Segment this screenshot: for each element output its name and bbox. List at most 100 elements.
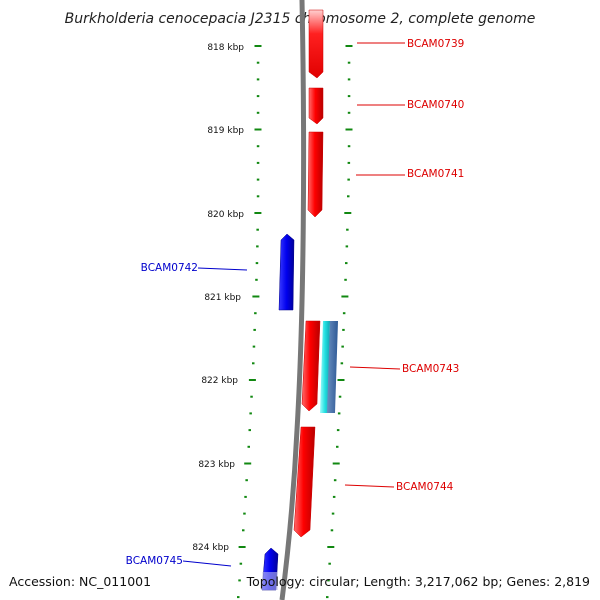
gene-label-bcam0744[interactable]: BCAM0744	[396, 481, 454, 493]
left-scale-major-tick	[254, 45, 262, 47]
scale-label-818: 818 kbp	[207, 43, 244, 53]
left-scale-major-tick	[254, 128, 262, 131]
right-scale-major-tick	[345, 128, 353, 131]
left-scale-major-tick	[252, 295, 260, 298]
left-scale-major-tick	[238, 546, 246, 548]
left-scale-major-tick	[248, 379, 256, 381]
left-scale-major-tick	[254, 212, 262, 214]
left-scale-minor-tick	[256, 95, 260, 98]
left-scale-minor-tick	[256, 195, 260, 198]
left-scale-minor-tick	[252, 345, 256, 348]
right-scale-major-tick	[341, 295, 349, 298]
right-scale-minor-tick	[331, 512, 335, 515]
right-scale-minor-tick	[341, 345, 344, 348]
right-scale-minor-tick	[347, 95, 351, 98]
left-scale-minor-tick	[256, 78, 260, 81]
gene-label-bcam0740[interactable]: BCAM0740	[407, 99, 464, 111]
leader-bcam0742	[197, 267, 248, 271]
right-scale-minor-tick	[338, 395, 342, 398]
left-scale-minor-tick	[256, 161, 260, 164]
left-scale-minor-tick	[237, 596, 240, 599]
scale-label-823: 823 kbp	[198, 460, 235, 470]
feature-steel[interactable]	[327, 321, 338, 413]
chromosome-backbone	[279, 0, 307, 600]
left-scale-minor-tick	[256, 178, 260, 181]
right-scale-minor-tick	[342, 328, 345, 331]
right-scale-minor-tick	[347, 161, 351, 164]
left-scale-minor-tick	[254, 312, 257, 315]
right-scale-major-tick	[344, 212, 352, 214]
scale-label-819: 819 kbp	[207, 126, 244, 136]
right-scale-major-tick	[332, 462, 340, 465]
leader-bcam0744	[344, 484, 395, 488]
scale-label-824: 824 kbp	[192, 543, 229, 553]
left-scale-major-tick	[244, 462, 252, 465]
left-scale-minor-tick	[256, 228, 259, 231]
accession-text: Accession: NC_011001	[9, 574, 151, 589]
gene-label-bcam0741[interactable]: BCAM0741	[407, 168, 464, 180]
right-scale-minor-tick	[345, 245, 349, 248]
left-scale-minor-tick	[245, 479, 248, 482]
left-scale-minor-tick	[249, 412, 252, 415]
right-scale-major-tick	[327, 546, 335, 548]
genome-summary-text: Topology: circular; Length: 3,217,062 bp…	[246, 574, 590, 589]
right-scale-minor-tick	[336, 445, 339, 448]
gene-bcam0744[interactable]	[293, 426, 316, 538]
left-scale-minor-tick	[255, 278, 258, 281]
right-scale-minor-tick	[347, 111, 351, 114]
right-scale-minor-tick	[347, 78, 351, 81]
gene-bcam0740[interactable]	[308, 87, 324, 125]
left-scale-minor-tick	[244, 495, 247, 498]
gene-label-bcam0745[interactable]: BCAM0745	[126, 555, 183, 567]
right-scale-minor-tick	[347, 195, 350, 198]
left-scale-minor-tick	[256, 61, 260, 64]
gene-label-bcam0743[interactable]: BCAM0743	[402, 363, 459, 375]
left-scale-minor-tick	[250, 395, 253, 398]
right-scale-minor-tick	[328, 562, 331, 565]
right-scale-minor-tick	[345, 262, 348, 265]
scale-label-822: 822 kbp	[201, 376, 238, 386]
scale-label-821: 821 kbp	[204, 293, 241, 303]
right-scale-minor-tick	[326, 596, 329, 599]
right-scale-minor-tick	[347, 61, 351, 64]
right-scale-minor-tick	[347, 178, 350, 181]
right-scale-minor-tick	[332, 495, 336, 498]
left-scale-minor-tick	[238, 579, 241, 582]
left-scale-minor-tick	[243, 512, 246, 515]
gene-bcam0743[interactable]	[301, 320, 321, 412]
right-scale-minor-tick	[340, 362, 344, 365]
right-scale-minor-tick	[336, 429, 340, 432]
scale-label-820: 820 kbp	[207, 210, 244, 220]
left-scale-minor-tick	[253, 328, 256, 331]
right-scale-minor-tick	[330, 529, 334, 532]
right-scale-minor-tick	[346, 228, 349, 231]
leader-bcam0745	[182, 560, 232, 567]
left-scale-minor-tick	[256, 245, 259, 248]
gene-bcam0742[interactable]	[278, 233, 295, 311]
left-scale-minor-tick	[256, 111, 260, 114]
gene-label-bcam0742[interactable]: BCAM0742	[141, 262, 198, 274]
right-scale-minor-tick	[327, 579, 330, 582]
left-scale-minor-tick	[239, 562, 243, 565]
right-scale-minor-tick	[347, 145, 351, 148]
gene-label-bcam0739[interactable]: BCAM0739	[407, 38, 464, 50]
right-scale-major-tick	[337, 379, 345, 381]
right-scale-ticks	[326, 45, 353, 599]
left-scale-minor-tick	[242, 529, 245, 532]
gene-bcam0739[interactable]	[308, 9, 324, 79]
left-scale-minor-tick	[255, 262, 259, 265]
right-scale-major-tick	[345, 45, 353, 47]
right-scale-minor-tick	[333, 479, 337, 482]
left-scale-ticks	[237, 45, 262, 599]
left-scale-minor-tick	[248, 429, 251, 432]
feature-cyan-outer[interactable]	[320, 321, 330, 413]
gene-bcam0745-fade	[262, 572, 278, 590]
leader-bcam0743	[349, 366, 401, 370]
right-scale-minor-tick	[344, 278, 347, 281]
gene-bcam0741[interactable]	[307, 131, 324, 218]
left-scale-minor-tick	[247, 445, 250, 448]
left-scale-minor-tick	[252, 362, 255, 365]
right-scale-minor-tick	[337, 412, 341, 415]
right-scale-minor-tick	[342, 312, 346, 315]
